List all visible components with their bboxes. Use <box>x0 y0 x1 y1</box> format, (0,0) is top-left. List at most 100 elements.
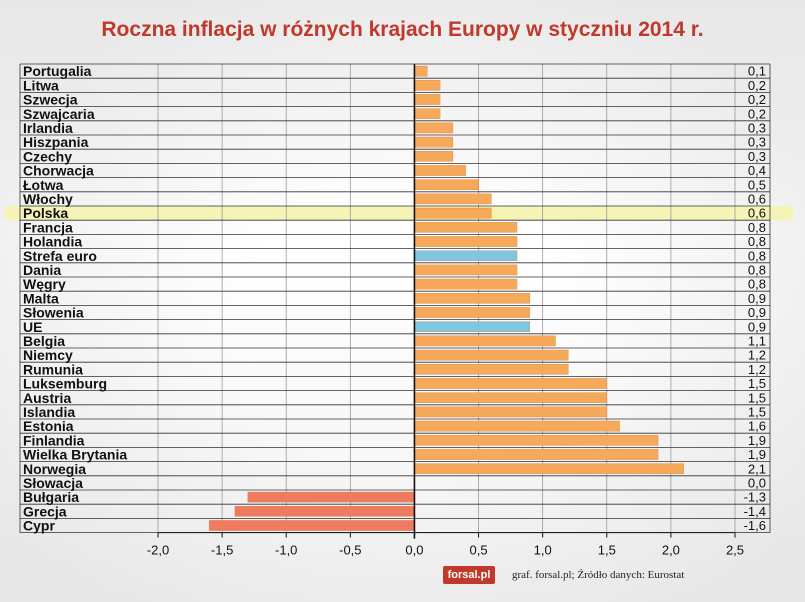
x-tick-label: 1,5 <box>598 543 616 558</box>
x-tick-label: 0,0 <box>405 543 423 558</box>
category-label: Strefa euro <box>23 248 97 264</box>
bar <box>234 506 415 517</box>
value-label: 0,4 <box>748 163 766 178</box>
category-label: Wielka Brytania <box>23 447 127 463</box>
category-label: Szwajcaria <box>23 106 95 122</box>
bar <box>414 221 518 233</box>
x-tick-label: -1,0 <box>275 543 297 558</box>
category-label: Islandia <box>23 404 75 420</box>
bar <box>414 278 518 290</box>
bar <box>414 165 466 176</box>
value-label: 0,8 <box>748 234 766 249</box>
category-label: Chorwacja <box>23 163 94 179</box>
value-label: 1,9 <box>748 433 766 448</box>
value-label: 0,8 <box>748 220 766 235</box>
value-label: 0,3 <box>748 149 766 164</box>
source-credit: graf. forsal.pl; Źródło danych: Eurostat <box>512 569 685 581</box>
value-label: 2,1 <box>748 461 766 476</box>
x-tick-label: 2,5 <box>726 543 744 558</box>
x-tick-label: 0,5 <box>470 543 488 558</box>
bar <box>414 463 684 475</box>
value-label: 0,2 <box>748 106 766 121</box>
category-label: Szwecja <box>23 92 78 108</box>
value-label: 1,1 <box>748 334 766 349</box>
bar <box>414 349 569 361</box>
category-label: Węgry <box>23 276 66 292</box>
value-label: 0,9 <box>748 305 766 320</box>
value-label: -1,4 <box>744 504 766 519</box>
value-label: 1,9 <box>748 447 766 462</box>
bar <box>414 307 531 318</box>
forsal-logo: forsal.pl <box>443 566 495 584</box>
bar <box>247 491 415 503</box>
value-label: 0,0 <box>748 476 766 491</box>
category-label: Litwa <box>23 77 59 93</box>
bar <box>414 150 454 162</box>
category-label: Portugalia <box>23 63 92 79</box>
category-label: Grecja <box>23 503 67 519</box>
category-label: Belgia <box>23 333 65 349</box>
value-label: 0,1 <box>748 64 766 79</box>
value-label: 0,5 <box>748 177 766 192</box>
bar <box>414 108 441 119</box>
x-tick-label: -0,5 <box>339 543 361 558</box>
category-label: Irlandia <box>23 120 73 136</box>
value-label: 0,2 <box>748 78 766 93</box>
category-label: Dania <box>23 262 61 278</box>
category-label: Bułgaria <box>23 489 79 505</box>
bar <box>414 420 620 432</box>
category-label: Austria <box>23 390 71 406</box>
value-label: 0,3 <box>748 135 766 150</box>
value-label: 0,6 <box>748 192 766 207</box>
value-label: 1,2 <box>748 362 766 377</box>
bar <box>414 179 479 191</box>
bar <box>414 122 454 134</box>
bar <box>209 520 415 531</box>
bar <box>414 293 531 304</box>
bar <box>414 435 659 446</box>
value-label: 1,5 <box>748 390 766 405</box>
bar <box>414 207 492 219</box>
bar <box>414 65 428 77</box>
value-label: 0,2 <box>748 92 766 107</box>
category-label: Luksemburg <box>23 376 107 392</box>
category-label: Holandia <box>23 234 82 250</box>
value-label: 1,6 <box>748 419 766 434</box>
bar <box>414 449 659 460</box>
category-label: Cypr <box>23 518 55 534</box>
x-tick-label: 2,0 <box>662 543 680 558</box>
value-label: 0,9 <box>748 291 766 306</box>
bar <box>414 94 441 105</box>
category-label: Norwegia <box>23 461 86 477</box>
value-label: 0,8 <box>748 248 766 263</box>
value-label: 1,5 <box>748 405 766 420</box>
value-label: 0,9 <box>748 319 766 334</box>
bar <box>414 406 607 418</box>
category-label: Finlandia <box>23 432 85 448</box>
highlight-band <box>5 206 793 221</box>
bar <box>414 136 454 148</box>
category-label: Czechy <box>23 148 72 164</box>
x-tick-label: 1,0 <box>534 543 552 558</box>
category-label: Rumunia <box>23 361 83 377</box>
category-label: Estonia <box>23 418 74 434</box>
category-label: Łotwa <box>23 177 64 193</box>
value-label: 1,5 <box>748 376 766 391</box>
category-label: Malta <box>23 290 59 306</box>
category-label: Słowenia <box>23 305 84 321</box>
bar <box>414 193 492 205</box>
category-label: Francja <box>23 219 73 235</box>
value-label: 0,8 <box>748 263 766 278</box>
value-label: 0,3 <box>748 121 766 136</box>
category-label: Polska <box>23 205 68 221</box>
bar <box>414 364 569 375</box>
x-tick-label: -1,5 <box>211 543 233 558</box>
category-label: Hiszpania <box>23 134 89 150</box>
x-tick-label: -2,0 <box>147 543 169 558</box>
value-label: 1,2 <box>748 348 766 363</box>
bar <box>414 236 518 247</box>
category-label: Słowacja <box>23 475 83 491</box>
bar <box>414 378 607 389</box>
category-label: Niemcy <box>23 347 73 363</box>
